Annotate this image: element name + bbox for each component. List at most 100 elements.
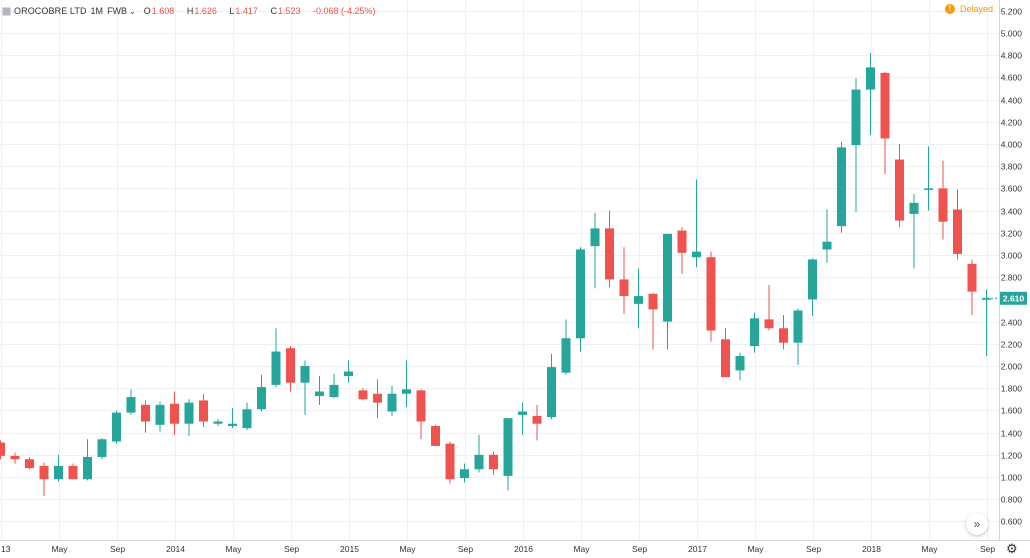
candle-body [561, 338, 571, 373]
candle-down[interactable] [648, 292, 658, 350]
candle-up[interactable] [837, 141, 846, 233]
candle-up[interactable] [692, 179, 701, 268]
candle-down[interactable] [721, 328, 730, 378]
candle-body [735, 356, 745, 371]
candle-up[interactable] [112, 410, 121, 444]
candle-down[interactable] [779, 314, 788, 350]
interval-label[interactable]: 1M [90, 6, 104, 16]
candles[interactable] [0, 52, 991, 496]
candle-body [808, 259, 817, 300]
candle-down[interactable] [10, 452, 20, 464]
candle-body [764, 319, 774, 329]
candle-down[interactable] [39, 462, 49, 496]
price-axis[interactable]: 5.200 5.000 4.800 4.600 4.400 4.200 4.000 3.800… [1001, 7, 1023, 527]
candle-up[interactable] [822, 209, 832, 263]
candle-body [851, 89, 861, 146]
time-axis[interactable]: 13 May Sep 2014 May Sep 2015 May Sep 2016 May Sep 20… [1, 544, 995, 554]
candle-body [271, 351, 281, 385]
candle-up[interactable] [518, 402, 527, 435]
candle-body [721, 339, 730, 378]
candle-down[interactable] [489, 451, 498, 475]
time-tick-label: May [399, 544, 416, 554]
candle-down[interactable] [0, 440, 5, 460]
time-tick-label: May [225, 544, 242, 554]
candle-up[interactable] [982, 289, 991, 357]
candle-down[interactable] [141, 400, 150, 433]
scroll-to-realtime-button[interactable]: » [966, 513, 988, 535]
candle-down[interactable] [445, 441, 455, 484]
candle-up[interactable] [387, 385, 397, 416]
symbol-name[interactable]: OROCOBRE LTD [14, 6, 87, 16]
candle-up[interactable] [242, 402, 252, 431]
candle-up[interactable] [590, 212, 600, 289]
candle-up[interactable] [300, 360, 310, 415]
candle-down[interactable] [431, 424, 440, 446]
ohlc-values: O1.608 H1.626 L1.417 C1.523 -0.068 (-4.2… [144, 6, 381, 16]
candle-down[interactable] [373, 379, 382, 419]
candle-up[interactable] [315, 375, 324, 405]
candle-down[interactable] [68, 463, 78, 480]
candle-up[interactable] [909, 193, 919, 269]
candle-down[interactable] [938, 160, 948, 240]
candle-up[interactable] [184, 399, 194, 436]
candle-up[interactable] [97, 438, 107, 460]
candle-up[interactable] [257, 374, 266, 412]
candle-up[interactable] [808, 258, 817, 317]
candle-down[interactable] [416, 389, 426, 440]
candle-up[interactable] [228, 408, 237, 429]
candle-up[interactable] [735, 352, 745, 381]
candle-up[interactable] [402, 360, 411, 408]
candle-body [576, 249, 585, 339]
candle-down[interactable] [170, 391, 179, 435]
candle-up[interactable] [634, 268, 643, 329]
price-tick-label: 4.200 [1001, 118, 1023, 128]
settings-button[interactable]: ⚙ [1006, 542, 1018, 555]
close-value: 1.523 [277, 6, 301, 16]
candle-up[interactable] [561, 319, 571, 375]
candle-down[interactable] [25, 457, 34, 470]
candle-up[interactable] [54, 454, 63, 482]
candle-up[interactable] [503, 418, 513, 491]
exchange-label[interactable]: FWB [107, 6, 128, 16]
candle-up[interactable] [126, 389, 136, 415]
candle-down[interactable] [619, 247, 629, 314]
candle-up[interactable] [155, 401, 165, 432]
candle-down[interactable] [199, 393, 208, 428]
candle-up[interactable] [851, 78, 861, 212]
candle-down[interactable] [677, 227, 687, 274]
chevron-down-icon[interactable]: ⌄ [129, 6, 136, 16]
candle-down[interactable] [605, 210, 614, 288]
candle-body [648, 293, 658, 310]
candle-body [518, 411, 527, 415]
candle-down[interactable] [286, 346, 295, 392]
close-label: C [270, 6, 277, 16]
candle-up[interactable] [866, 52, 875, 136]
candle-up[interactable] [83, 439, 92, 481]
candle-up[interactable] [750, 312, 759, 353]
delayed-status[interactable]: ! Delayed [944, 4, 993, 14]
candle-down[interactable] [967, 259, 977, 315]
candle-down[interactable] [953, 189, 962, 260]
candle-up[interactable] [329, 373, 339, 399]
symbol-menu-icon[interactable] [2, 7, 11, 16]
candle-down[interactable] [880, 71, 890, 174]
candle-down[interactable] [532, 404, 542, 441]
candle-down[interactable] [895, 144, 904, 228]
candle-up[interactable] [663, 233, 672, 350]
candle-body [10, 455, 20, 460]
candle-up[interactable] [793, 308, 803, 365]
candle-up[interactable] [576, 247, 585, 352]
candle-up[interactable] [460, 463, 469, 483]
candle-down[interactable] [358, 388, 368, 401]
candle-up[interactable] [213, 419, 223, 426]
candle-down[interactable] [764, 284, 774, 331]
candle-body [213, 421, 223, 424]
candle-up[interactable] [547, 353, 556, 420]
candle-up[interactable] [474, 434, 484, 473]
candle-up[interactable] [924, 146, 933, 211]
candle-down[interactable] [706, 251, 716, 342]
candle-up[interactable] [271, 328, 281, 388]
candle-up[interactable] [344, 360, 353, 383]
price-tick-label: 4.000 [1001, 140, 1023, 150]
